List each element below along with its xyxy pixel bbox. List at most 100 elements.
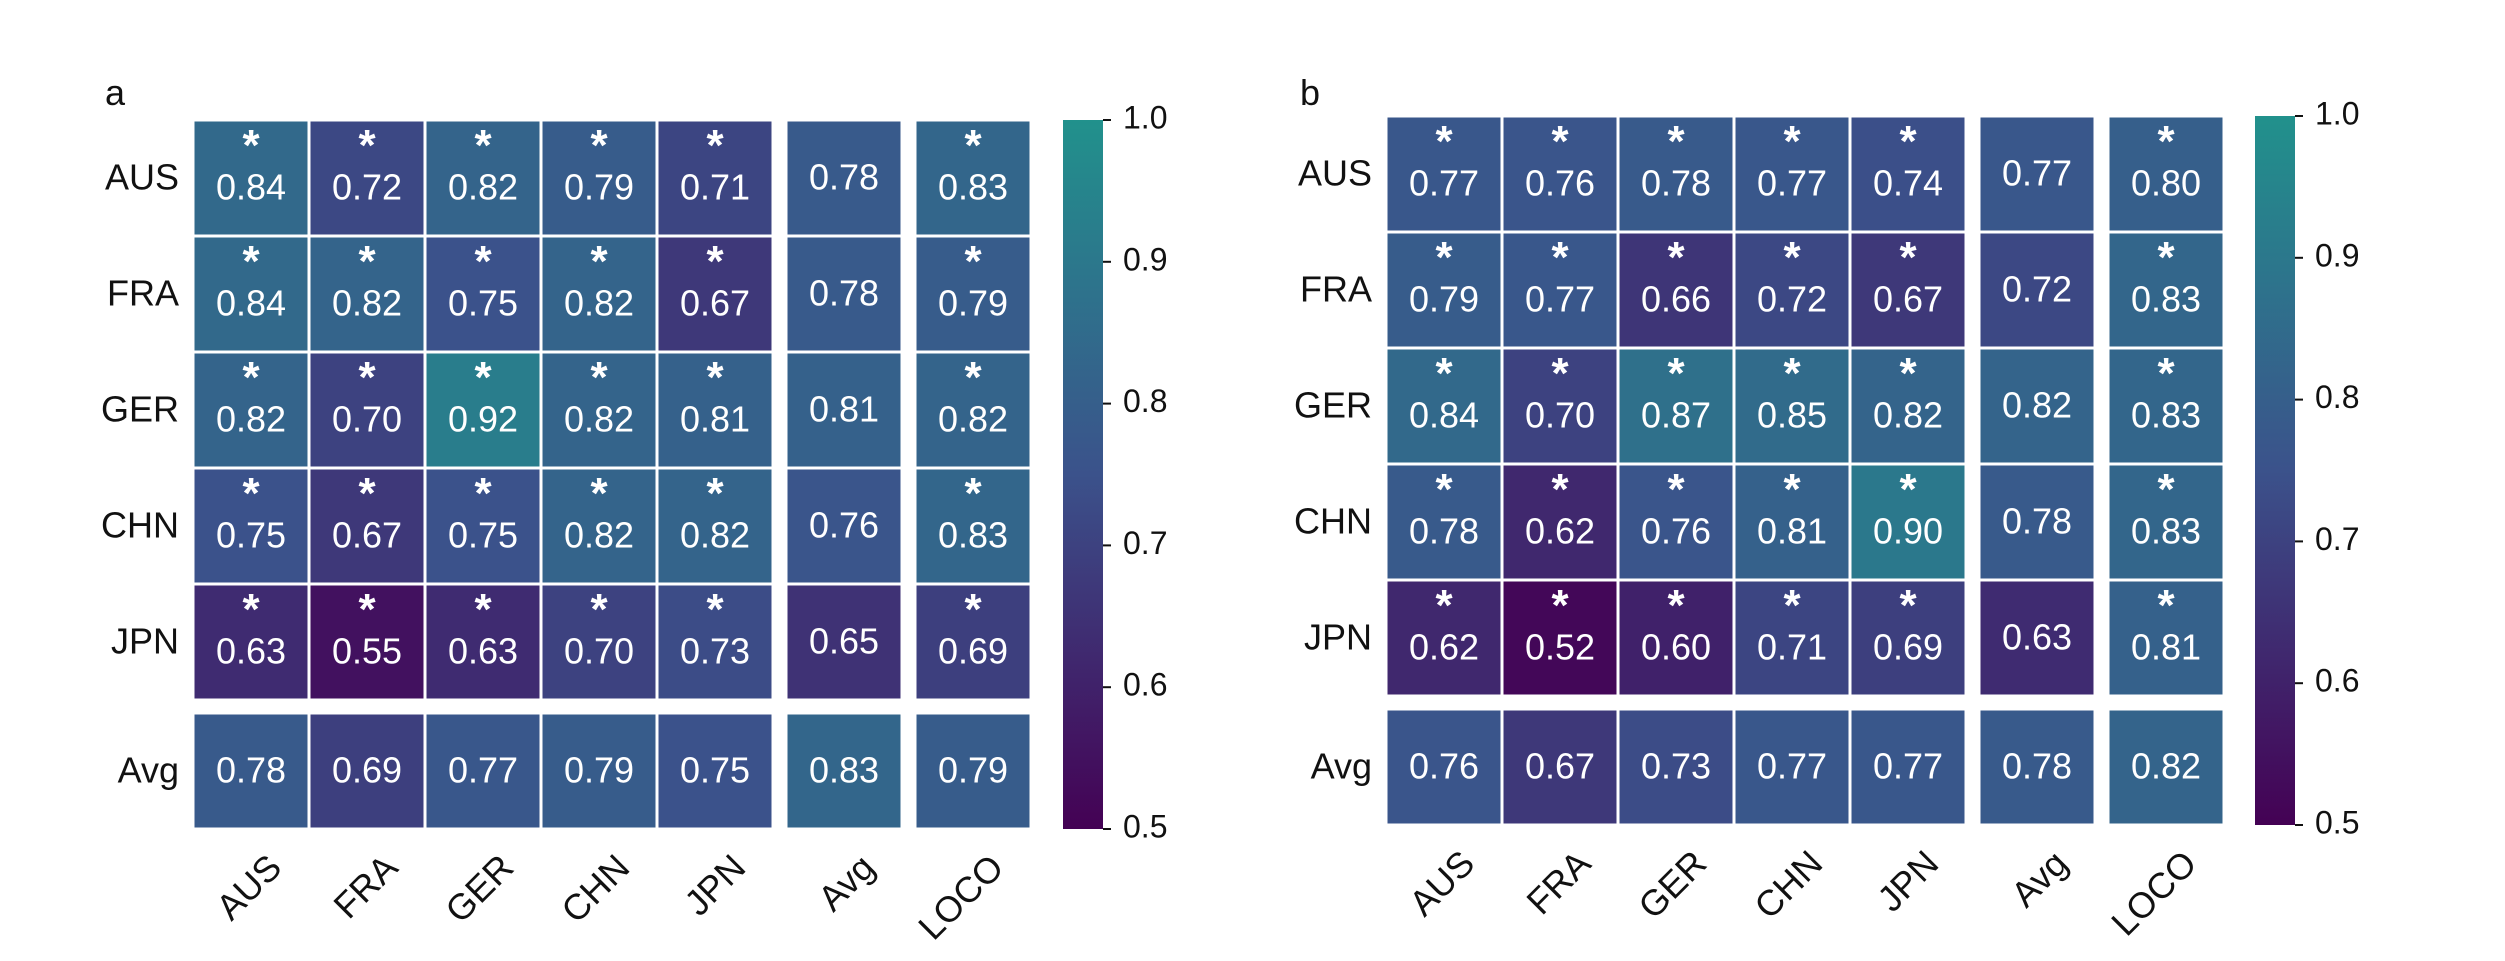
row-label: CHN <box>101 505 179 546</box>
cell-value-label: 0.75 <box>448 283 518 324</box>
significance-star: * <box>590 469 608 518</box>
cell-value-label: 0.78 <box>2002 501 2072 542</box>
avg-cell <box>784 350 904 470</box>
significance-star: * <box>1783 117 1801 166</box>
colorbar-tick-label: 0.9 <box>1123 241 1167 277</box>
significance-star: * <box>706 121 724 170</box>
avg-row-cell <box>1500 707 1620 827</box>
significance-star: * <box>242 121 260 170</box>
cell-value-label: 0.62 <box>1525 511 1595 552</box>
cell-value-label: 0.73 <box>680 631 750 672</box>
column-label: FRA <box>1518 842 1598 922</box>
avg-cell <box>1977 230 2097 350</box>
cell-value-label: 0.81 <box>680 399 750 440</box>
colorbar-tick-label: 0.9 <box>2315 237 2359 273</box>
cell-value-label: 0.79 <box>938 283 1008 324</box>
column-label: JPN <box>1869 842 1946 919</box>
significance-star: * <box>474 469 492 518</box>
significance-star: * <box>358 121 376 170</box>
avg-row-cell <box>2106 707 2226 827</box>
colorbar-tick-label: 0.6 <box>1123 667 1167 703</box>
heatmap-cell <box>307 350 427 470</box>
panel-a: a*0.84*0.72*0.82*0.79*0.71 0.78*0.83*0.84… <box>101 72 1168 947</box>
avg-cell <box>784 582 904 702</box>
heatmap-cell <box>191 466 311 586</box>
heatmap-cell <box>307 466 427 586</box>
cell-value-label: 0.70 <box>1525 395 1595 436</box>
column-label: LOCO <box>910 846 1011 947</box>
significance-star: * <box>242 585 260 634</box>
significance-star: * <box>1899 465 1917 514</box>
cell-value-label: 0.63 <box>216 631 286 672</box>
cell-value-label: 0.65 <box>809 621 879 662</box>
cell-value-label: 0.67 <box>1525 746 1595 787</box>
significance-star: * <box>590 121 608 170</box>
column-label: GER <box>1630 842 1714 926</box>
significance-star: * <box>358 353 376 402</box>
significance-star: * <box>964 469 982 518</box>
heatmap-cell <box>423 234 543 354</box>
heatmap-cell <box>1848 462 1968 582</box>
heatmap-cell <box>191 234 311 354</box>
cell-value-label: 0.73 <box>1641 746 1711 787</box>
significance-star: * <box>1783 465 1801 514</box>
column-label: LOCO <box>2103 842 2204 943</box>
colorbar-tick-label: 1.0 <box>1123 99 1167 135</box>
colorbar-tick-label: 1.0 <box>2315 95 2359 131</box>
significance-star: * <box>1899 233 1917 282</box>
significance-star: * <box>1551 233 1569 282</box>
column-label: Avg <box>810 846 882 918</box>
avg-row-cell <box>1616 707 1736 827</box>
cell-value-label: 0.79 <box>938 750 1008 791</box>
colorbar-tick-label: 0.5 <box>1123 808 1167 844</box>
cell-value-label: 0.82 <box>564 515 634 556</box>
significance-star: * <box>1551 349 1569 398</box>
cell-value-label: 0.67 <box>1873 279 1943 320</box>
row-label: AUS <box>105 157 179 198</box>
avg-cell <box>1977 578 2097 698</box>
cell-value-label: 0.78 <box>809 157 879 198</box>
loco-cell <box>2106 230 2226 350</box>
cell-value-label: 0.71 <box>1757 627 1827 668</box>
significance-star: * <box>358 469 376 518</box>
cell-value-label: 0.84 <box>216 167 286 208</box>
heatmap-cell <box>307 118 427 238</box>
significance-star: * <box>358 585 376 634</box>
significance-star: * <box>2157 349 2175 398</box>
cell-value-label: 0.87 <box>1641 395 1711 436</box>
significance-star: * <box>2157 465 2175 514</box>
avg-row-cell <box>1977 707 2097 827</box>
heatmap-cell <box>1500 230 1620 350</box>
significance-star: * <box>1783 233 1801 282</box>
significance-star: * <box>1551 117 1569 166</box>
avg-cell <box>1977 346 2097 466</box>
significance-star: * <box>1667 233 1685 282</box>
cell-value-label: 0.76 <box>1525 163 1595 204</box>
cell-value-label: 0.82 <box>2131 746 2201 787</box>
cell-value-label: 0.66 <box>1641 279 1711 320</box>
cell-value-label: 0.78 <box>2002 746 2072 787</box>
cell-value-label: 0.78 <box>809 273 879 314</box>
cell-value-label: 0.60 <box>1641 627 1711 668</box>
cell-value-label: 0.82 <box>1873 395 1943 436</box>
heatmap-cell <box>1848 230 1968 350</box>
significance-star: * <box>706 353 724 402</box>
cell-value-label: 0.76 <box>1409 746 1479 787</box>
cell-value-label: 0.82 <box>564 399 634 440</box>
cell-value-label: 0.55 <box>332 631 402 672</box>
loco-cell <box>913 234 1033 354</box>
avg-row-cell <box>655 711 775 831</box>
significance-star: * <box>706 585 724 634</box>
row-label: CHN <box>1294 501 1372 542</box>
significance-star: * <box>1667 117 1685 166</box>
significance-star: * <box>1667 581 1685 630</box>
significance-star: * <box>242 237 260 286</box>
heatmap-cell <box>1848 578 1968 698</box>
cell-value-label: 0.82 <box>564 283 634 324</box>
cell-value-label: 0.72 <box>2002 269 2072 310</box>
cell-value-label: 0.82 <box>332 283 402 324</box>
heatmap-cell <box>539 350 659 470</box>
panel-label: a <box>105 72 126 113</box>
heatmap-cell <box>1616 462 1736 582</box>
heatmap-cell <box>655 582 775 702</box>
